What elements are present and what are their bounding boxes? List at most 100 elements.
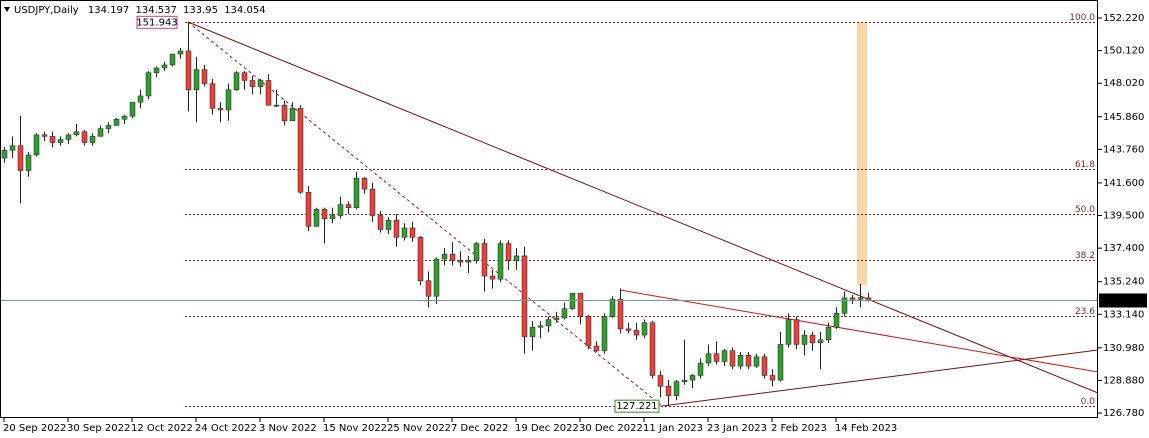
x-tick-label: 3 Nov 2022 bbox=[259, 423, 317, 434]
candle-body bbox=[41, 134, 48, 137]
candle-body bbox=[537, 325, 544, 328]
candle-body bbox=[665, 386, 672, 396]
candle-body bbox=[769, 375, 776, 381]
fib-level-label: 100.0 bbox=[1069, 13, 1095, 23]
fib-level-label: 50.0 bbox=[1075, 205, 1095, 215]
candle-body bbox=[73, 131, 80, 136]
trendline bbox=[661, 349, 1099, 407]
candle-body bbox=[217, 108, 224, 111]
header: USDJPY,Daily 134.197 134.537 133.95 134.… bbox=[14, 5, 266, 16]
candle-body bbox=[385, 219, 392, 230]
symbol: USDJPY,Daily bbox=[14, 5, 79, 16]
candle-body bbox=[65, 134, 72, 140]
candle-body bbox=[177, 50, 184, 55]
y-tick-label: 143.760 bbox=[1103, 144, 1144, 155]
candle-body bbox=[753, 356, 760, 367]
candle-body bbox=[641, 322, 648, 336]
fib-high-label: 151.943 bbox=[136, 17, 177, 28]
candle-body bbox=[409, 227, 416, 238]
y-tick-label: 128.880 bbox=[1103, 375, 1144, 386]
y-tick-label: 130.980 bbox=[1103, 343, 1144, 354]
candle-body bbox=[81, 131, 88, 143]
candle-body bbox=[457, 260, 464, 263]
x-tick-label: 30 Sep 2022 bbox=[67, 423, 130, 434]
candle-body bbox=[425, 280, 432, 297]
candle-body bbox=[673, 381, 680, 396]
candle-body bbox=[729, 350, 736, 367]
candle-body bbox=[481, 243, 488, 277]
fibonacci: 100.0 61.8 50.0 38.2 23.6 0.0 151.943 127.221 bbox=[136, 13, 1098, 413]
x-tick-label: 12 Oct 2022 bbox=[131, 423, 193, 434]
candle-body bbox=[809, 334, 816, 344]
candle-body bbox=[9, 145, 16, 151]
candle-body bbox=[393, 219, 400, 238]
y-tick-label: 148.020 bbox=[1103, 78, 1144, 89]
trendline bbox=[619, 289, 1099, 373]
candle-body bbox=[657, 375, 664, 387]
candle-body bbox=[849, 297, 856, 300]
candles bbox=[0, 22, 1098, 407]
candle-body bbox=[545, 319, 552, 327]
candle-body bbox=[505, 243, 512, 261]
y-tick-label: 141.600 bbox=[1103, 178, 1144, 189]
fib-low-label: 127.221 bbox=[616, 401, 657, 412]
candle-body bbox=[841, 297, 848, 314]
y-tick-label: 126.780 bbox=[1103, 408, 1144, 419]
candle-body bbox=[121, 115, 128, 120]
candle-body bbox=[25, 154, 32, 171]
axes: 152.220 150.120 148.020 145.860 143.760 141.6… bbox=[3, 13, 1147, 434]
candle-body bbox=[161, 64, 168, 69]
candle-body bbox=[857, 297, 864, 300]
candle-body bbox=[17, 145, 24, 171]
candle-body bbox=[105, 125, 112, 129]
candle-body bbox=[273, 105, 280, 107]
candle-body bbox=[473, 243, 480, 261]
candle-body bbox=[705, 353, 712, 364]
candle-body bbox=[233, 72, 240, 90]
candle-body bbox=[633, 330, 640, 336]
candle-body bbox=[401, 227, 408, 238]
candle-body bbox=[745, 355, 752, 367]
projection-bar bbox=[857, 22, 867, 285]
x-tick-label: 11 Jan 2023 bbox=[643, 423, 703, 434]
candle-body bbox=[209, 83, 216, 109]
fib-level-label: 61.8 bbox=[1075, 160, 1095, 170]
candle-body bbox=[513, 255, 520, 261]
x-tick-label: 30 Dec 2022 bbox=[579, 423, 643, 434]
candle-body bbox=[825, 327, 832, 340]
candle-body bbox=[553, 317, 560, 320]
fib-low-box bbox=[614, 399, 660, 413]
candle-body bbox=[585, 316, 592, 347]
fib-high-box bbox=[136, 15, 178, 29]
candle-body bbox=[185, 50, 192, 90]
candle-body bbox=[601, 316, 608, 351]
current-price-tag bbox=[1099, 293, 1147, 308]
candle-body bbox=[737, 355, 744, 367]
candle-body bbox=[169, 53, 176, 66]
candle-body bbox=[489, 275, 496, 280]
candle-body bbox=[321, 209, 328, 219]
candle-body bbox=[449, 254, 456, 261]
candle-body bbox=[137, 95, 144, 103]
candle-body bbox=[497, 243, 504, 280]
y-tick-label: 145.860 bbox=[1103, 112, 1144, 123]
open: 134.197 bbox=[88, 5, 129, 16]
x-tick-label: 20 Sep 2022 bbox=[3, 423, 66, 434]
y-tick-label: 137.400 bbox=[1103, 243, 1144, 254]
candle-body bbox=[1, 150, 8, 159]
candle-body bbox=[313, 209, 320, 227]
candle-body bbox=[49, 136, 56, 143]
candle-body bbox=[465, 260, 472, 263]
candle-body bbox=[193, 69, 200, 90]
candle-body bbox=[689, 375, 696, 381]
fib-level-label: 0.0 bbox=[1081, 397, 1096, 407]
candle-body bbox=[281, 105, 288, 122]
candle-body bbox=[305, 191, 312, 227]
candle-body bbox=[257, 80, 264, 87]
candle-body bbox=[297, 108, 304, 193]
candle-body bbox=[649, 322, 656, 376]
y-tick-label: 152.220 bbox=[1103, 13, 1144, 24]
candle-body bbox=[417, 237, 424, 281]
x-tick-label: 19 Dec 2022 bbox=[515, 423, 579, 434]
